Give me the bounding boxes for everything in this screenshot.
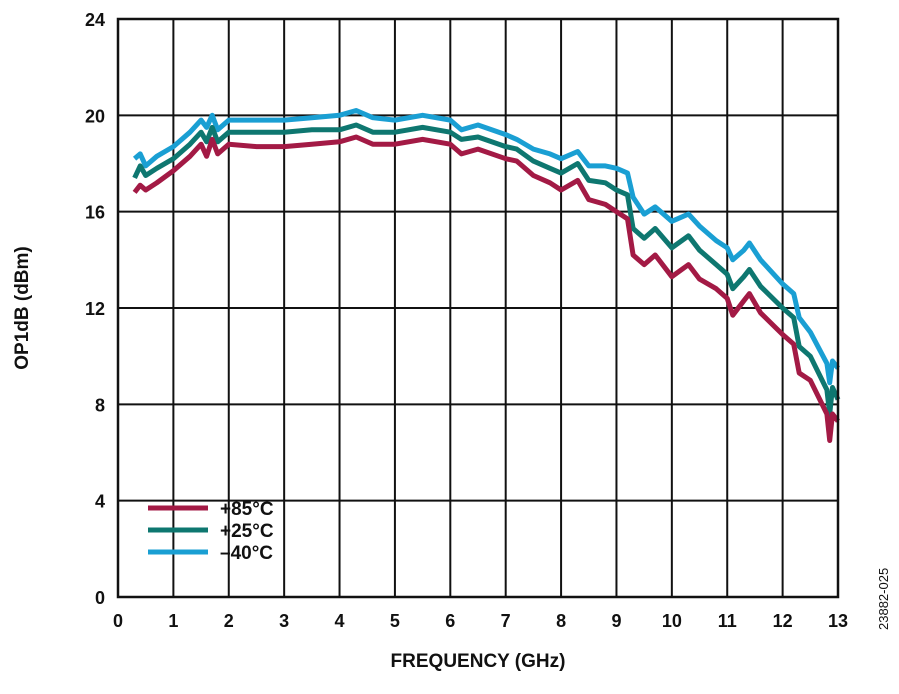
y-tick-label: 4 bbox=[95, 492, 105, 512]
x-tick-label: 1 bbox=[168, 611, 178, 631]
y-tick-label: 24 bbox=[85, 10, 105, 30]
x-tick-label: 10 bbox=[662, 611, 682, 631]
x-tick-label: 12 bbox=[773, 611, 793, 631]
x-tick-label: 13 bbox=[828, 611, 848, 631]
y-axis-label: OP1dB (dBm) bbox=[12, 246, 33, 370]
x-tick-label: 5 bbox=[390, 611, 400, 631]
series-line-40C bbox=[132, 108, 840, 386]
legend-label: +25°C bbox=[220, 521, 274, 542]
x-tick-label: 8 bbox=[556, 611, 566, 631]
y-tick-label: 16 bbox=[85, 203, 105, 223]
y-tick-label: 20 bbox=[85, 106, 105, 126]
x-tick-label: 4 bbox=[335, 611, 345, 631]
legend-label: –40°C bbox=[220, 543, 273, 564]
y-tick-labels: 0 4 8 12 16 20 24 bbox=[85, 10, 105, 608]
x-tick-labels: 0 1 2 3 4 5 6 7 8 9 10 11 12 13 bbox=[113, 611, 848, 631]
x-tick-label: 0 bbox=[113, 611, 123, 631]
x-tick-label: 7 bbox=[501, 611, 511, 631]
series-lines bbox=[132, 108, 841, 443]
y-tick-label: 8 bbox=[95, 395, 105, 415]
x-axis-label: FREQUENCY (GHz) bbox=[391, 651, 566, 672]
series-line-85C bbox=[132, 134, 840, 443]
series-line-25C bbox=[132, 122, 841, 417]
x-tick-label: 3 bbox=[279, 611, 289, 631]
x-tick-label: 11 bbox=[718, 611, 737, 631]
plot-frame bbox=[116, 17, 840, 599]
x-tick-label: 9 bbox=[611, 611, 621, 631]
legend-label: +85°C bbox=[220, 499, 274, 520]
y-tick-label: 12 bbox=[85, 299, 105, 319]
x-tick-label: 6 bbox=[445, 611, 455, 631]
figure-id: 23882-025 bbox=[876, 568, 891, 630]
legend: +85°C+25°C–40°C bbox=[148, 499, 274, 564]
x-tick-label: 2 bbox=[224, 611, 234, 631]
y-tick-label: 0 bbox=[95, 588, 105, 608]
